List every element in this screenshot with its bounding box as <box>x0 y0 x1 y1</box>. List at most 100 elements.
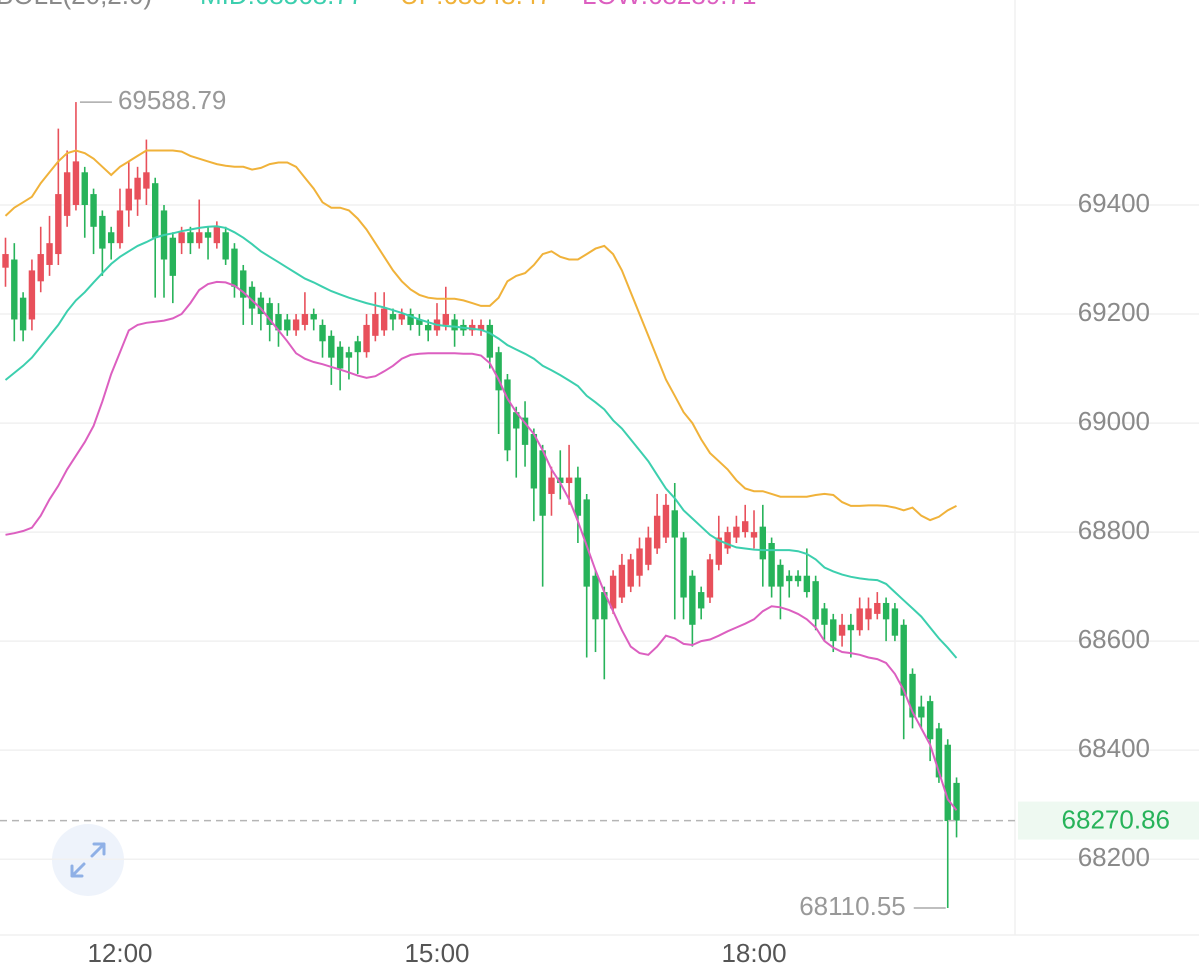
candle-body <box>398 314 405 320</box>
candle-body <box>609 575 617 609</box>
candle-body <box>301 314 309 325</box>
candle-body <box>759 526 767 560</box>
candle-body <box>380 308 388 331</box>
candle-body <box>55 194 62 255</box>
candle-body <box>592 575 599 620</box>
candle-body <box>521 417 529 445</box>
candle-body <box>407 314 414 325</box>
candle-body <box>178 232 185 244</box>
candle-body <box>469 324 476 331</box>
last-price-box <box>1018 801 1199 840</box>
candle-body <box>222 232 229 260</box>
y-tick-label: 68600 <box>1078 624 1150 654</box>
candle-body <box>125 188 132 211</box>
candle-body <box>19 297 27 331</box>
candle-body <box>803 575 811 593</box>
candle-body <box>152 183 159 238</box>
y-tick-label: 69400 <box>1078 188 1150 218</box>
candle-body <box>909 673 916 718</box>
candle-body <box>768 543 775 587</box>
legend-entry: LOW:68289.71 <box>582 0 756 10</box>
candle-body <box>248 286 256 309</box>
candle-body <box>328 335 335 358</box>
candle-body <box>794 575 802 582</box>
candle-body <box>935 728 943 778</box>
legend-entry: MID:68568.77 <box>200 0 363 10</box>
candle-body <box>169 237 177 276</box>
candle-body <box>107 232 115 244</box>
candle-body <box>697 592 705 609</box>
candle-body <box>653 515 661 549</box>
candle-body <box>786 575 793 582</box>
candle-body <box>742 521 749 533</box>
candle-body <box>618 564 626 598</box>
candle-body <box>442 314 449 325</box>
candle-body <box>266 303 273 325</box>
candle-body <box>196 232 203 244</box>
candle-body <box>944 744 951 822</box>
candle-body <box>953 782 960 821</box>
candle-body <box>187 232 194 244</box>
candle-body <box>847 624 855 631</box>
candle-body <box>486 324 494 358</box>
candle-body <box>574 477 582 516</box>
candle-body <box>830 619 837 642</box>
x-tick-label: 18:00 <box>721 938 786 968</box>
candle-body <box>213 226 221 244</box>
candle-body <box>389 314 397 320</box>
candle-body <box>777 564 784 587</box>
x-tick-label: 15:00 <box>404 938 469 968</box>
last-price-label: 68270.86 <box>1062 804 1170 834</box>
candle-body <box>231 248 238 287</box>
candle-body <box>116 210 124 244</box>
candle-body <box>310 314 317 320</box>
candle-body <box>240 270 247 298</box>
candle-body <box>495 352 502 391</box>
candle-body <box>28 270 36 320</box>
candle-body <box>689 575 696 625</box>
candle-body <box>354 341 361 353</box>
y-tick-label: 68400 <box>1078 733 1150 763</box>
candle-body <box>821 608 828 625</box>
candle-body <box>2 254 9 268</box>
candle-body <box>134 177 141 200</box>
candle-body <box>900 624 907 696</box>
candle-body <box>662 504 670 538</box>
candle-body <box>477 324 485 331</box>
candle-body <box>565 477 573 484</box>
x-tick-label: 12:00 <box>87 938 152 968</box>
candle-body <box>724 532 731 549</box>
candle-body <box>671 510 678 538</box>
candle-body <box>11 259 18 320</box>
candle-body <box>416 319 423 325</box>
candle-body <box>319 324 326 342</box>
candle-body <box>645 537 652 565</box>
boll-line <box>4 149 957 522</box>
candle-body <box>627 559 634 587</box>
candle-body <box>99 215 106 249</box>
candle-body <box>750 532 758 538</box>
candle-body <box>715 537 722 565</box>
candle-body <box>46 243 53 265</box>
candle-body <box>204 232 212 238</box>
candle-body <box>257 297 265 315</box>
candle-body <box>926 701 934 740</box>
candle-body <box>292 319 300 331</box>
candle-body <box>81 172 88 205</box>
candle-body <box>336 346 344 369</box>
candle-body <box>63 172 71 216</box>
candle-body <box>90 194 97 227</box>
candle-body <box>601 592 608 620</box>
expand-button[interactable] <box>52 824 124 896</box>
candle-body <box>345 352 353 358</box>
candle-body <box>918 706 925 718</box>
y-tick-label: 68800 <box>1078 515 1150 545</box>
candle-body <box>891 608 899 636</box>
y-tick-label: 69200 <box>1078 297 1150 327</box>
candle-body <box>706 559 714 598</box>
candle-body <box>539 450 546 516</box>
boll-line <box>4 225 958 659</box>
candle-body <box>37 254 44 282</box>
